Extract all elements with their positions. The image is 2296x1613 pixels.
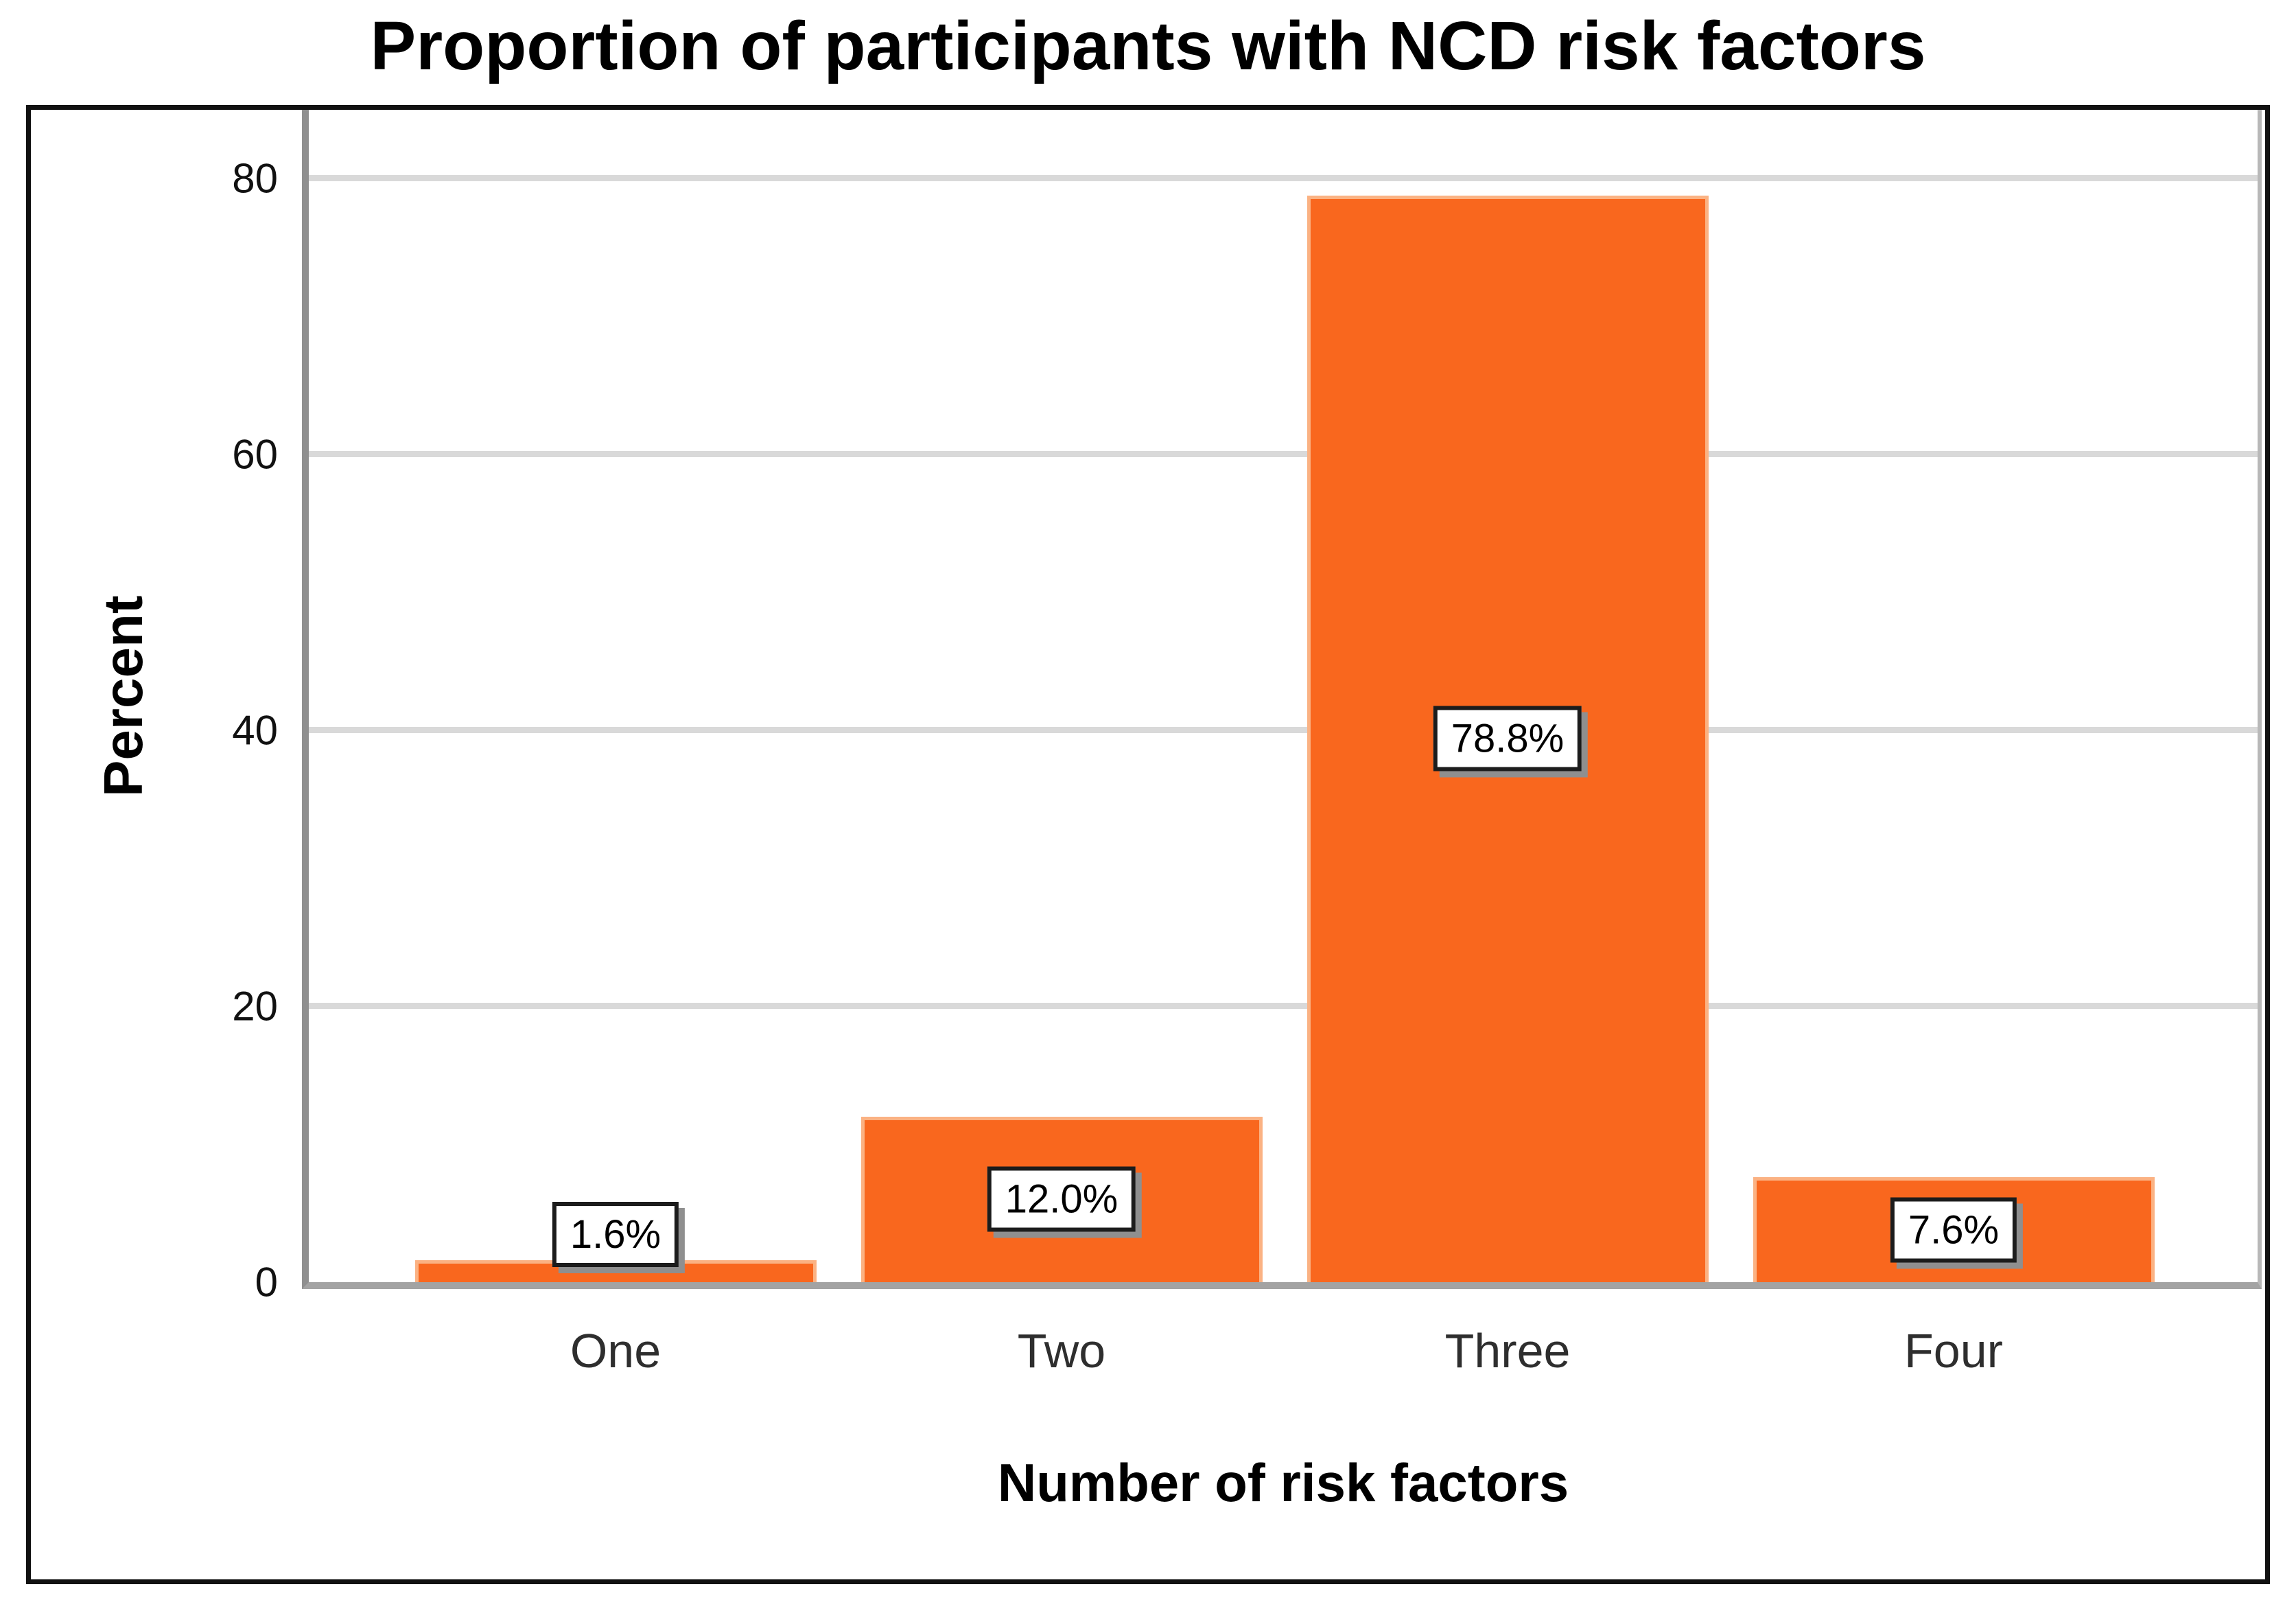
gridline-20 (309, 1003, 2258, 1010)
y-tick-label-80: 80 (232, 155, 278, 202)
chart-frame: Percent 1.6% 12.0% 78.8% 7.6% One Two Three Fo… (26, 105, 2270, 1584)
x-category-labels: One Two Three Four (309, 1323, 2258, 1378)
x-category-label-one: One (570, 1324, 661, 1378)
x-category-label-four: Four (1904, 1324, 2003, 1378)
y-tick-label-20: 20 (232, 983, 278, 1030)
y-axis-title: Percent (93, 595, 154, 797)
gridline-60 (309, 451, 2258, 458)
chart-title: Proportion of participants with NCD risk… (370, 8, 1926, 84)
x-category-label-three: Three (1444, 1324, 1571, 1378)
bar-slot-one: 1.6% (393, 110, 839, 1282)
bars-container: 1.6% 12.0% 78.8% 7.6% (309, 110, 2258, 1282)
y-tick-label-60: 60 (232, 431, 278, 478)
y-tick-label-40: 40 (232, 707, 278, 754)
x-axis-title: Number of risk factors (997, 1452, 1569, 1513)
value-label-four: 7.6% (1890, 1197, 2017, 1263)
bar-slot-three: 78.8% (1285, 110, 1731, 1282)
plot-area: 1.6% 12.0% 78.8% 7.6% (302, 110, 2262, 1289)
x-category-label-two: Two (1017, 1324, 1106, 1378)
bar-slot-four: 7.6% (1731, 110, 2177, 1282)
bar-slot-two: 12.0% (839, 110, 1285, 1282)
gridline-40 (309, 727, 2258, 734)
gridline-80 (309, 175, 2258, 182)
y-tick-label-0: 0 (255, 1259, 278, 1306)
value-label-one: 1.6% (552, 1201, 679, 1267)
value-label-three: 78.8% (1433, 706, 1582, 771)
value-label-two: 12.0% (987, 1166, 1136, 1232)
